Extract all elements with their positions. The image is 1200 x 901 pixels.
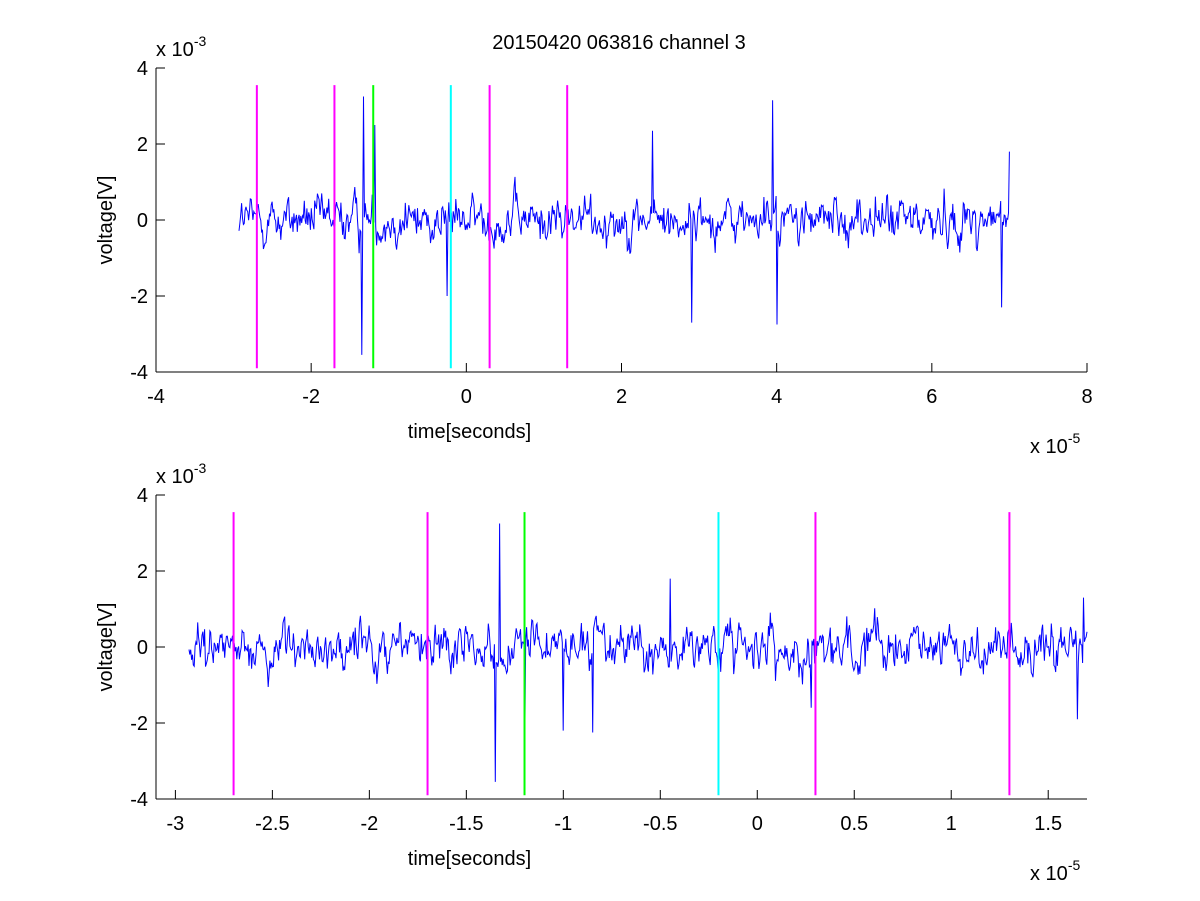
signal-trace (238, 96, 1010, 355)
x-tick-label: 2 (616, 386, 627, 408)
x-tick-label: -1.5 (449, 813, 483, 835)
x-exponent-label: x 10-5 (1030, 857, 1080, 885)
x-tick-label: -1 (554, 813, 572, 835)
y-tick-label: 4 (137, 58, 148, 80)
x-axis-label: time[seconds] (408, 848, 531, 870)
y-axis-label: voltage[V] (95, 176, 117, 265)
y-tick-label: 2 (137, 134, 148, 156)
y-axis-label: voltage[V] (95, 603, 117, 692)
x-axis-label: time[seconds] (408, 421, 531, 443)
x-tick-label: -3 (166, 813, 184, 835)
x-tick-label: -4 (147, 386, 165, 408)
x-tick-label: 4 (771, 386, 782, 408)
x-exponent-label: x 10-5 (1030, 430, 1080, 458)
bottom-plot: -3 -2.5 -2 -1.5 -1 -0.5 0 0.5 1 1.5 -4 -2 0 2 4 time[se… (95, 460, 1088, 885)
y-tick-label: 2 (137, 561, 148, 583)
x-tick-label: -2.5 (255, 813, 289, 835)
y-tick-label: 0 (137, 637, 148, 659)
y-tick-label: -4 (130, 362, 148, 384)
x-tick-label: 0 (461, 386, 472, 408)
y-tick-label: 0 (137, 210, 148, 232)
x-tick-label: -2 (302, 386, 320, 408)
top-plot: -4 -2 0 2 4 6 8 -4 -2 0 2 4 time[seconds] voltage[V] x… (95, 33, 1093, 458)
x-tick-label: -0.5 (643, 813, 677, 835)
x-tick-label: -2 (360, 813, 378, 835)
x-tick-label: 0 (752, 813, 763, 835)
x-tick-label: 6 (926, 386, 937, 408)
signal-trace (188, 523, 1088, 782)
y-exponent-label: x 10-3 (156, 33, 206, 61)
x-tick-label: 8 (1081, 386, 1092, 408)
y-tick-label: 4 (137, 485, 148, 507)
y-exponent-label: x 10-3 (156, 460, 206, 488)
y-tick-label: -4 (130, 789, 148, 811)
x-tick-label: 1 (946, 813, 957, 835)
x-tick-label: 1.5 (1034, 813, 1062, 835)
x-tick-label: 0.5 (840, 813, 868, 835)
figure-title: 20150420 063816 channel 3 (492, 32, 746, 54)
y-tick-label: -2 (130, 713, 148, 735)
y-tick-label: -2 (130, 286, 148, 308)
